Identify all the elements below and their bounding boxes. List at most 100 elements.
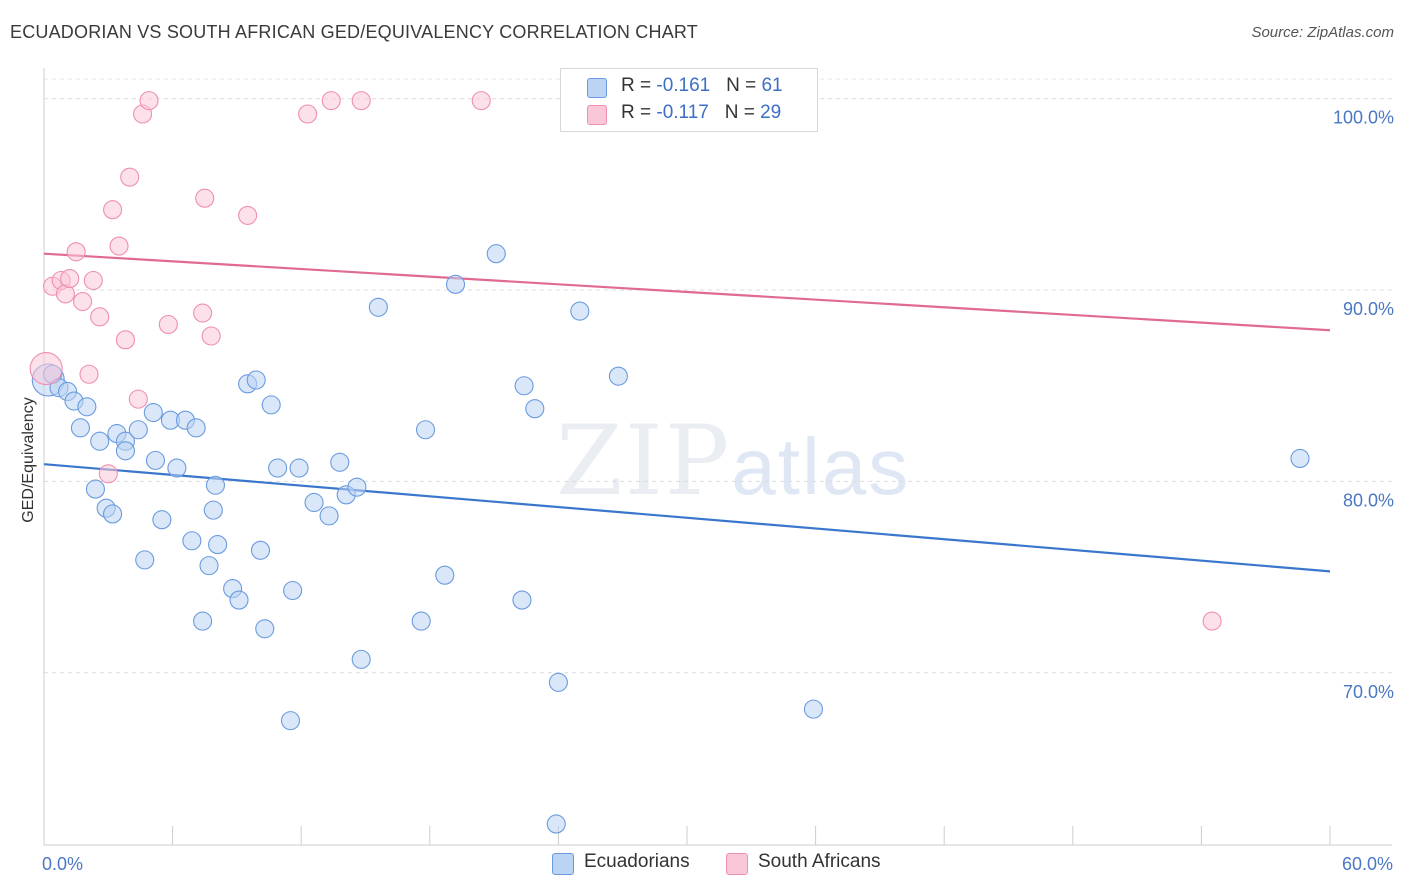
bottom-swatch-south-africans xyxy=(726,853,748,875)
ecuadorian-point xyxy=(115,441,135,461)
y-tick-label: 80.0% xyxy=(1343,490,1394,510)
ecuadorian-point xyxy=(486,244,506,264)
legend-n-label: N = xyxy=(726,75,762,96)
ecuadorian-point xyxy=(90,431,110,451)
ecuadorian-point xyxy=(203,500,223,520)
south-african-point xyxy=(321,91,341,111)
ecuadorian-point xyxy=(186,418,206,438)
south-african-point xyxy=(201,326,221,346)
y-tick-label: 90.0% xyxy=(1343,299,1394,319)
ecuadorian-point xyxy=(261,395,281,415)
ecuadorian-point xyxy=(280,711,301,731)
south-african-point xyxy=(103,200,123,220)
bottom-swatch-ecuadorians xyxy=(552,853,574,875)
legend-text-south-africans: R = -0.117 N = 29 xyxy=(621,102,781,124)
axis-labels: 100.0% 90.0% 80.0% 70.0% 0.0% 60.0% GED/Equiva… xyxy=(20,108,1394,874)
ecuadorian-point xyxy=(135,550,155,570)
ecuadorian-point xyxy=(803,699,824,719)
south-african-point xyxy=(193,303,213,323)
x-tick-label: 0.0% xyxy=(42,854,83,874)
ecuadorian-point xyxy=(304,492,324,513)
bottom-legend-label: South Africans xyxy=(758,851,881,872)
axes xyxy=(43,68,1392,846)
south-african-point xyxy=(120,167,140,187)
south-african-point xyxy=(128,389,148,409)
south-african-point xyxy=(1202,611,1222,631)
watermark-atlas: atlas xyxy=(731,422,911,511)
legend-r-label: R = xyxy=(621,75,657,96)
ecuadorian-point xyxy=(435,565,455,585)
legend-n-value: 61 xyxy=(761,75,783,96)
ecuadorian-point xyxy=(347,477,367,497)
y-tick-label: 100.0% xyxy=(1333,108,1394,128)
watermark: ZIPatlas xyxy=(556,405,910,517)
ecuadorian-point xyxy=(548,672,568,692)
ecuadorian-point xyxy=(351,649,371,669)
south-african-point xyxy=(79,364,99,384)
ecuadorian-point xyxy=(128,420,148,440)
ecuadorian-point xyxy=(103,504,123,524)
ecuadorian-point xyxy=(608,366,628,386)
south-african-point xyxy=(29,351,63,386)
bottom-legend-label: Ecuadorians xyxy=(584,851,690,872)
watermark-zip: ZIP xyxy=(556,405,732,517)
south-african-point xyxy=(60,269,80,289)
legend-text-ecuadorians: R = -0.161 N = 61 xyxy=(621,75,783,97)
south-african-point xyxy=(66,242,86,262)
ecuadorian-point xyxy=(445,274,466,294)
stats-legend: R = -0.161 N = 61 R = -0.117 N = 29 xyxy=(560,68,818,132)
south-african-point xyxy=(109,236,129,256)
south-african-point xyxy=(73,291,93,312)
ecuadorian-point xyxy=(167,458,187,478)
ecuadorian-point xyxy=(208,535,228,555)
ecuadorian-point xyxy=(514,376,534,396)
south-african-point xyxy=(471,91,491,111)
south-african-point xyxy=(115,330,135,350)
ecuadorian-trend-line xyxy=(43,463,1331,573)
ecuadorian-point xyxy=(368,297,388,317)
ecuadorian-point xyxy=(289,458,309,478)
ecuadorian-point xyxy=(255,619,275,639)
ecuadorian-point xyxy=(77,397,97,417)
south-african-point xyxy=(90,307,110,327)
south-african-point xyxy=(139,91,159,111)
legend-swatch-south-africans xyxy=(587,105,607,125)
ecuadorian-point xyxy=(1290,448,1310,469)
ecuadorian-point xyxy=(268,458,288,478)
ecuadorian-point xyxy=(193,611,213,631)
legend-n-value: 29 xyxy=(760,102,782,123)
ecuadorian-point xyxy=(283,580,303,601)
source-label: Source: ZipAtlas.com xyxy=(1251,24,1394,41)
ecuadorian-point xyxy=(525,399,545,419)
ecuadorian-point xyxy=(145,450,166,470)
south-african-point xyxy=(238,205,258,225)
south-african-trend-line xyxy=(43,252,1331,332)
ecuadorian-point xyxy=(570,301,590,321)
data-points xyxy=(29,91,1310,834)
ecuadorian-point xyxy=(199,556,219,576)
ecuadorian-point xyxy=(70,418,90,438)
y-tick-label: 70.0% xyxy=(1343,682,1394,702)
ecuadorian-point xyxy=(143,402,163,423)
south-african-point xyxy=(351,91,371,111)
south-african-point xyxy=(98,464,118,484)
ecuadorian-point xyxy=(319,506,339,526)
ecuadorian-point xyxy=(205,475,226,495)
ecuadorian-point xyxy=(546,814,566,834)
south-african-point xyxy=(158,314,178,335)
chart-title: ECUADORIAN VS SOUTH AFRICAN GED/EQUIVALE… xyxy=(10,22,698,42)
trend-lines xyxy=(43,252,1331,573)
south-african-point xyxy=(83,270,103,291)
ecuadorian-point xyxy=(512,590,532,610)
x-tick-label: 60.0% xyxy=(1342,854,1393,874)
ecuadorian-point xyxy=(152,510,172,530)
ecuadorian-point xyxy=(330,452,350,472)
legend-swatch-ecuadorians xyxy=(587,78,607,98)
ecuadorian-point xyxy=(411,611,431,631)
south-african-point xyxy=(298,104,318,124)
ecuadorian-point xyxy=(85,479,105,499)
ecuadorian-point xyxy=(246,370,266,390)
ecuadorian-point xyxy=(250,540,271,560)
legend-r-label: R = xyxy=(621,102,657,123)
